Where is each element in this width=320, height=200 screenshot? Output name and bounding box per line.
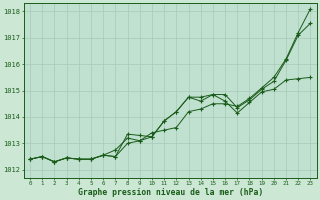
X-axis label: Graphe pression niveau de la mer (hPa): Graphe pression niveau de la mer (hPa) <box>78 188 263 197</box>
